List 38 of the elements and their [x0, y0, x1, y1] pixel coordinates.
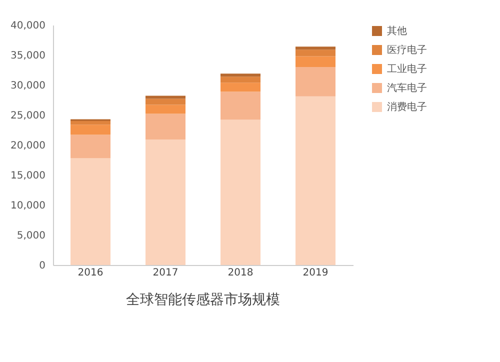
- legend-label: 消费电子: [387, 101, 427, 113]
- bar: [146, 114, 186, 140]
- bar: [70, 124, 110, 135]
- bar: [296, 50, 336, 56]
- y-tick-label: 15,000: [10, 170, 46, 182]
- y-tick-label: 25,000: [10, 110, 46, 122]
- y-tick-label: 40,000: [10, 20, 46, 32]
- legend-label: 其他: [387, 25, 407, 37]
- bar: [220, 74, 260, 77]
- legend-label: 医疗电子: [387, 44, 427, 56]
- bar: [220, 76, 260, 83]
- bar: [296, 96, 336, 265]
- legend-label: 汽车电子: [387, 82, 427, 94]
- y-tick-label: 35,000: [10, 50, 46, 62]
- y-tick-label: 5,000: [16, 230, 46, 242]
- x-tick-label: 2016: [78, 268, 104, 278]
- bar: [220, 120, 260, 265]
- y-tick-label: 30,000: [10, 80, 46, 92]
- text: 全球智能传感器市场规模: [126, 292, 280, 308]
- y-tick-label: 0: [39, 260, 46, 272]
- bar: [70, 121, 110, 125]
- bar: [220, 82, 260, 92]
- legend-label: 工业电子: [387, 63, 427, 75]
- bar: [146, 104, 186, 114]
- bar: [296, 56, 336, 67]
- bar: [220, 92, 260, 120]
- bar: [296, 46, 336, 50]
- x-tick-label: 2018: [228, 268, 254, 278]
- x-tick-label: 2017: [152, 268, 178, 278]
- bar: [146, 98, 186, 105]
- bar: [296, 67, 336, 96]
- bar: [146, 140, 186, 265]
- bar: [146, 96, 186, 99]
- bar: [70, 158, 110, 265]
- y-tick-label: 20,000: [10, 140, 46, 152]
- x-tick-label: 2019: [302, 268, 328, 278]
- bar: [70, 134, 110, 158]
- y-tick-label: 10,000: [10, 200, 46, 212]
